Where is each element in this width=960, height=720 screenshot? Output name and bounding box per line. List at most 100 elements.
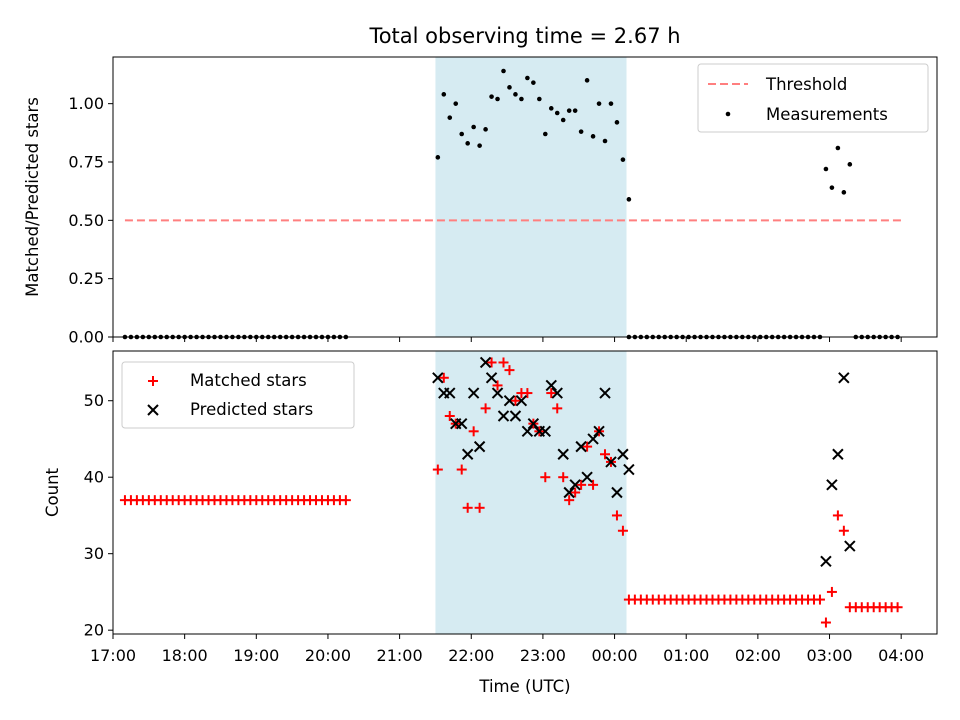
- matched-point-69: [617, 525, 628, 536]
- predicted-point-14-b: [515, 395, 528, 407]
- measurement-point-59: [560, 117, 566, 123]
- x-tick-label-5: 22:00: [448, 646, 494, 665]
- matched-point-59: [558, 472, 569, 483]
- x-tick-label-2: 19:00: [233, 646, 279, 665]
- matched-point-39: [438, 372, 449, 383]
- matched-point-115: [892, 602, 903, 613]
- bottom-axes-frame: [112, 350, 938, 635]
- top-y-tick-label-1: 0.25: [68, 269, 104, 288]
- measurement-point-63: [584, 78, 590, 83]
- measurement-point-39: [441, 92, 447, 97]
- predicted-point-7-b: [473, 440, 486, 453]
- measurement-point-55: [537, 96, 542, 102]
- measurement-point-108: [847, 162, 853, 167]
- x-tick-label-8: 01:00: [663, 646, 709, 665]
- measurement-point-54: [531, 80, 536, 85]
- top-legend: Threshold Measurements: [697, 63, 929, 133]
- predicted-point-13-b: [509, 410, 522, 422]
- matched-point-57: [546, 388, 557, 399]
- measurement-point-64: [590, 134, 596, 139]
- bottom-legend-box: [121, 361, 355, 429]
- predicted-point-23: [569, 479, 581, 491]
- matched-point-48: [492, 380, 503, 391]
- predicted-point-36: [838, 372, 850, 384]
- measurement-point-67: [608, 101, 614, 106]
- matched-point-62: [576, 479, 587, 490]
- top-observing-span: [435, 57, 627, 337]
- matched-point-63: [582, 441, 593, 452]
- bottom-y-axis-label: Count: [43, 467, 62, 517]
- matched-point-66: [600, 449, 611, 460]
- predicted-point-30-b: [611, 486, 623, 499]
- bottom-tick-group: 20 30 40 50 17:00 18:00 19:00 20:00 21:00 22:00 23…: [84, 391, 925, 665]
- predicted-point-26-b: [587, 433, 599, 445]
- predicted-point-0-b: [432, 372, 444, 384]
- predicted-point-2-b: [444, 387, 456, 399]
- predicted-point-32-b: [623, 463, 635, 476]
- predicted-point-15: [521, 425, 534, 438]
- measurement-point-105: [829, 185, 835, 190]
- measurement-point-49: [501, 68, 506, 74]
- x-axis-label: Time (UTC): [478, 677, 570, 696]
- x-tick-label-1: 18:00: [162, 646, 208, 665]
- matched-point-105: [832, 510, 843, 521]
- top-y-tick-label-3: 0.75: [68, 153, 104, 172]
- matched-point-106: [838, 525, 849, 536]
- predicted-point-14: [515, 395, 528, 407]
- predicted-point-18: [539, 425, 552, 438]
- legend-measurements-sample: [725, 111, 731, 117]
- top-panel: 0.00 0.25 0.50 0.75 1.00 Total observing tim…: [23, 24, 938, 347]
- top-y-axis-label: Matched/Predicted stars: [23, 97, 42, 297]
- predicted-point-29-b: [605, 456, 617, 468]
- legend-predicted-label: Predicted stars: [190, 400, 313, 419]
- measurement-point-57: [548, 106, 554, 111]
- top-y-tick-label-2: 0.50: [68, 211, 104, 230]
- predicted-point-22: [563, 486, 575, 499]
- measurement-point-42: [459, 131, 465, 137]
- matched-point-51: [510, 395, 521, 406]
- measurement-point-69: [620, 157, 626, 162]
- predicted-point-37: [844, 540, 856, 552]
- top-plot-marks: [122, 68, 902, 340]
- predicted-point-15-b: [521, 425, 534, 438]
- legend-predicted-marker-b: [147, 404, 159, 416]
- measurement-point-47: [489, 94, 494, 99]
- predicted-point-11-b: [497, 410, 510, 422]
- predicted-point-8: [479, 356, 492, 369]
- matched-point-38: [432, 464, 443, 475]
- predicted-point-35: [832, 448, 844, 460]
- predicted-point-33-b: [820, 555, 832, 568]
- measurement-point-43: [465, 141, 470, 146]
- predicted-point-18-b: [539, 425, 552, 438]
- measurement-point-53: [525, 75, 530, 81]
- predicted-point-20: [551, 387, 563, 399]
- legend-predicted-sample: [147, 404, 159, 416]
- matched-point-103: [820, 617, 831, 628]
- measurement-point-61: [572, 108, 578, 113]
- predicted-point-19: [545, 379, 557, 392]
- matched-point-37: [340, 495, 351, 506]
- predicted-point-6-b: [467, 387, 480, 399]
- predicted-point-27: [593, 425, 605, 438]
- predicted-point-21: [557, 448, 569, 460]
- predicted-point-11: [497, 410, 510, 422]
- measurement-point-44: [471, 124, 476, 130]
- measurement-point-40: [447, 115, 453, 120]
- predicted-point-26: [587, 433, 599, 445]
- bottom-observing-span: [435, 351, 627, 634]
- predicted-point-31-b: [617, 448, 629, 460]
- predicted-point-27-b: [593, 425, 605, 438]
- predicted-point-28: [599, 387, 611, 399]
- predicted-point-10-b: [491, 387, 504, 399]
- legend-threshold-label: Threshold: [765, 75, 847, 94]
- predicted-point-8-b: [479, 356, 492, 369]
- bot-y-tick-label-3: 50: [84, 391, 104, 410]
- matched-point-44: [468, 426, 479, 437]
- predicted-point-4: [456, 417, 468, 430]
- predicted-point-30: [611, 486, 623, 499]
- matched-point-50: [504, 365, 515, 376]
- matched-point-40: [444, 411, 455, 422]
- matched-point-53: [522, 388, 533, 399]
- predicted-point-12-b: [503, 395, 516, 407]
- matched-point-60: [564, 495, 575, 506]
